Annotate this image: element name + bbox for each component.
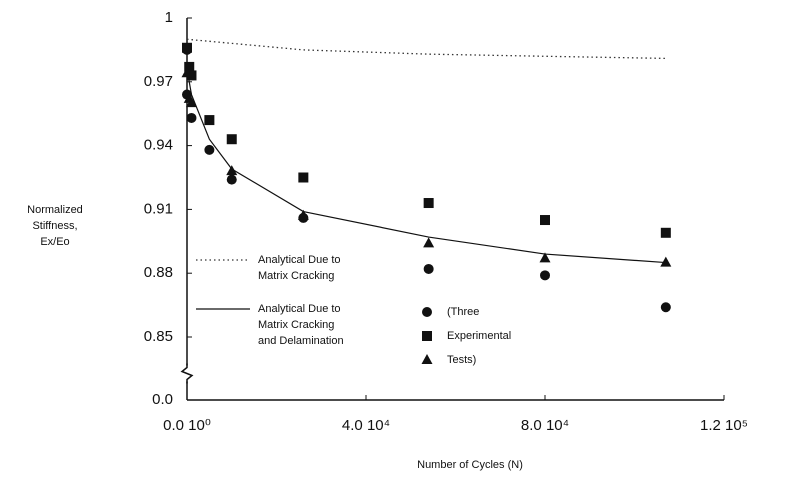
marker: [185, 97, 197, 108]
marker: [181, 67, 193, 78]
x-tick-label: 0.0 10⁰: [163, 417, 211, 434]
marker: [539, 252, 551, 263]
marker: [186, 112, 197, 123]
marker: [660, 256, 672, 267]
y-tick-label: 0.88: [144, 264, 173, 281]
marker: [226, 165, 238, 176]
legend-marker: [422, 331, 432, 341]
legend-label: Experimental: [447, 330, 511, 342]
marker: [423, 198, 434, 209]
legend-label: Analytical Due to Matrix Cracking and Dela…: [258, 303, 344, 347]
y-tick-label: 0.91: [144, 200, 173, 217]
legend-marker: [421, 354, 433, 364]
marker: [182, 42, 192, 53]
legend-label: Tests): [447, 354, 476, 366]
x-tick-label: 4.0 10⁴: [342, 417, 390, 434]
marker: [226, 174, 237, 185]
y-axis-label: Ex/Eo: [40, 236, 69, 248]
marker: [660, 302, 671, 313]
legend-label: (Three: [447, 306, 479, 318]
marker: [423, 237, 435, 248]
y-tick-label: 0.94: [144, 137, 173, 154]
marker: [540, 215, 550, 226]
marker: [186, 70, 197, 81]
marker: [204, 144, 215, 155]
line-series: [186, 38, 666, 60]
y-tick-label: 0.97: [144, 73, 173, 90]
x-axis-label: Number of Cycles (N): [417, 459, 523, 471]
x-tick-label: 8.0 10⁴: [521, 417, 569, 434]
line-series: [186, 68, 666, 264]
marker: [423, 263, 434, 274]
marker: [297, 209, 309, 220]
y-tick-label: 0.0: [152, 391, 173, 408]
x-tick-label: 1.2 10⁵: [700, 417, 748, 434]
y-axis-label: Normalized: [27, 204, 83, 216]
marker: [204, 115, 215, 126]
marker: [226, 134, 237, 145]
legend-label: Analytical Due to Matrix Cracking: [258, 254, 341, 282]
legend-marker: [422, 307, 432, 317]
y-tick-label: 0.85: [144, 328, 173, 345]
y-axis-label: Stiffness,: [32, 220, 77, 232]
marker: [660, 227, 671, 238]
marker: [298, 172, 309, 183]
axis-break: [180, 363, 194, 384]
marker: [184, 61, 195, 72]
marker: [540, 270, 550, 281]
y-tick-label: 1: [165, 9, 173, 26]
